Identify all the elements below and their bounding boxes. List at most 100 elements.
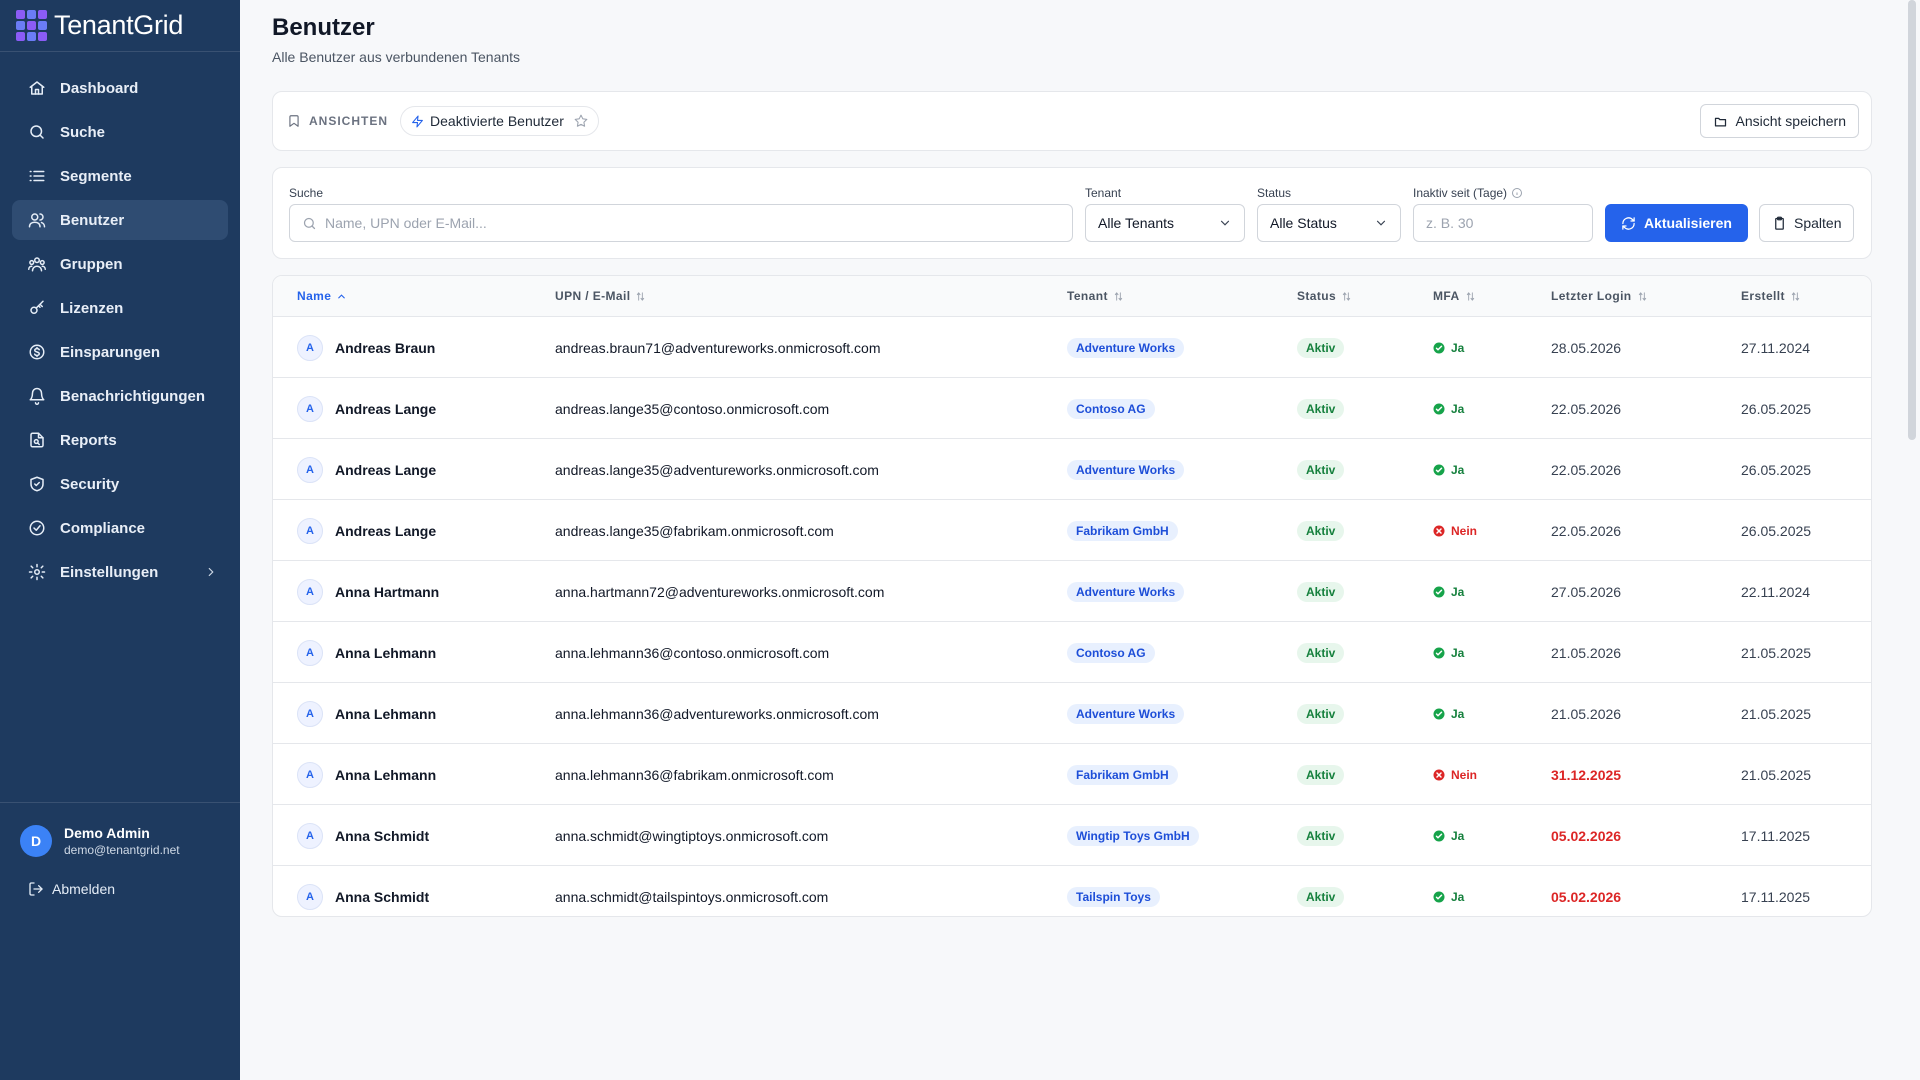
mfa-label: Ja (1451, 340, 1465, 355)
sidebar-item-einstellungen[interactable]: Einstellungen (12, 552, 228, 592)
x-circle-icon (1433, 769, 1445, 780)
sidebar-item-security[interactable]: Security (12, 464, 228, 504)
status-select[interactable]: Alle Status (1257, 204, 1401, 242)
column-header-name[interactable]: Name (297, 289, 347, 303)
sidebar-item-label: Benachrichtigungen (60, 387, 206, 405)
table-row[interactable]: A Andreas Lange andreas.lange35@adventurew… (273, 439, 1871, 500)
column-header-status[interactable]: Status (1297, 289, 1352, 303)
tenant-cell: Adventure Works (1067, 561, 1185, 622)
name-cell: A Andreas Braun (297, 317, 435, 378)
save-view-label: Ansicht speichern (1735, 113, 1846, 129)
bolt-icon (412, 115, 423, 127)
sidebar-item-gruppen[interactable]: Gruppen (12, 244, 228, 284)
brand[interactable]: TenantGrid (0, 0, 240, 52)
status-select-value: Alle Status (1270, 215, 1337, 231)
column-header-upn-label: UPN / E-Mail (555, 289, 631, 303)
view-chip-deactivated[interactable]: Deaktivierte Benutzer (400, 106, 599, 136)
user-name[interactable]: Andreas Lange (335, 461, 437, 478)
sidebar-item-label: Einsparungen (60, 343, 161, 361)
sidebar-item-segmente[interactable]: Segmente (12, 156, 228, 196)
sidebar-item-benachrichtigungen[interactable]: Benachrichtigungen (12, 376, 228, 416)
sidebar-item-label: Gruppen (60, 255, 123, 273)
user-name[interactable]: Anna Lehmann (335, 766, 437, 783)
refresh-button[interactable]: Aktualisieren (1605, 204, 1748, 242)
user-name[interactable]: Andreas Braun (335, 339, 436, 356)
column-header-last-login-label: Letzter Login (1551, 289, 1632, 303)
column-header-last-login[interactable]: Letzter Login (1551, 289, 1648, 303)
dollar-icon (29, 344, 45, 360)
sidebar-item-benutzer[interactable]: Benutzer (12, 200, 228, 240)
name-cell: A Andreas Lange (297, 500, 436, 561)
shield-icon (30, 476, 44, 492)
status-cell: Aktiv (1297, 378, 1345, 439)
tenant-select[interactable]: Alle Tenants (1085, 204, 1245, 242)
column-header-created[interactable]: Erstellt (1741, 289, 1801, 303)
sidebar-item-dashboard[interactable]: Dashboard (12, 68, 228, 108)
sidebar-item-compliance[interactable]: Compliance (12, 508, 228, 548)
table-row[interactable]: A Andreas Lange andreas.lange35@contoso.on… (273, 378, 1871, 439)
star-icon[interactable] (574, 114, 588, 128)
table-row[interactable]: A Anna Schmidt anna.schmidt@tailspintoys.o… (273, 866, 1871, 916)
user-name[interactable]: Anna Hartmann (335, 583, 440, 600)
user-name[interactable]: Andreas Lange (335, 522, 437, 539)
check-circle-icon (1433, 891, 1445, 902)
name-cell: A Anna Lehmann (297, 683, 436, 744)
user-name[interactable]: Anna Schmidt (335, 827, 430, 844)
column-header-upn[interactable]: UPN / E-Mail (555, 289, 646, 303)
bookmark-icon (289, 115, 299, 127)
search-placeholder: Name, UPN oder E-Mail... (325, 215, 487, 231)
table-row[interactable]: A Anna Lehmann anna.lehmann36@fabrikam.onm… (273, 744, 1871, 805)
info-icon[interactable] (1511, 187, 1523, 199)
user-name[interactable]: Anna Lehmann (335, 644, 437, 661)
mfa-indicator: Ja (1433, 707, 1464, 721)
refresh-icon (1622, 216, 1635, 230)
chevron-down-icon (1376, 220, 1386, 226)
mfa-cell: Ja (1433, 561, 1464, 622)
main-content: Benutzer Alle Benutzer aus verbundenen T… (240, 0, 1904, 1080)
table-row[interactable]: A Andreas Lange andreas.lange35@fabrikam.o… (273, 500, 1871, 561)
sidebar-item-label: Segmente (60, 167, 132, 185)
columns-button[interactable]: Spalten (1759, 204, 1855, 242)
table-row[interactable]: A Anna Schmidt anna.schmidt@wingtiptoys.on… (273, 805, 1871, 866)
sidebar-item-suche[interactable]: Suche (12, 112, 228, 152)
table-row[interactable]: A Andreas Braun andreas.braun71@adventurew… (273, 317, 1871, 378)
table-row[interactable]: A Anna Lehmann anna.lehmann36@contoso.onmi… (273, 622, 1871, 683)
user-name[interactable]: Anna Schmidt (335, 888, 430, 905)
last-login-cell: 21.05.2026 (1551, 644, 1622, 661)
mfa-indicator: Ja (1433, 829, 1464, 843)
sidebar-item-einsparungen[interactable]: Einsparungen (12, 332, 228, 372)
save-view-button[interactable]: Ansicht speichern (1700, 104, 1859, 138)
grid-logo-icon (16, 10, 47, 41)
inactive-days-input[interactable]: z. B. 30 (1413, 204, 1593, 242)
mfa-indicator: Nein (1433, 768, 1477, 782)
user-name[interactable]: Andreas Lange (335, 400, 437, 417)
tenant-select-value: Alle Tenants (1098, 215, 1175, 231)
table-row[interactable]: A Anna Hartmann anna.hartmann72@adventurew… (273, 561, 1871, 622)
tenant-cell: Fabrikam GmbH (1067, 500, 1178, 561)
search-input[interactable]: Name, UPN oder E-Mail... (289, 204, 1073, 242)
user-name[interactable]: Anna Lehmann (335, 705, 437, 722)
scrollbar-thumb[interactable] (1908, 0, 1916, 440)
status-cell: Aktiv (1297, 500, 1345, 561)
mfa-indicator: Nein (1433, 524, 1477, 538)
mfa-cell: Ja (1433, 439, 1464, 500)
page-scrollbar[interactable] (1908, 0, 1916, 1080)
clipboard-icon (1775, 216, 1784, 230)
user-box[interactable]: D Demo Admin demo@tenantgrid.net (0, 825, 240, 857)
column-header-tenant[interactable]: Tenant (1067, 289, 1124, 303)
table-row[interactable]: A Anna Lehmann anna.lehmann36@adventurewor… (273, 683, 1871, 744)
logout-button[interactable]: Abmelden (0, 881, 240, 897)
tenant-cell: Contoso AG (1067, 378, 1155, 439)
key-icon (30, 300, 44, 314)
last-login-cell: 22.05.2026 (1551, 461, 1622, 478)
last-login-cell: 27.05.2026 (1551, 583, 1622, 600)
views-label: ANSICHTEN (287, 114, 388, 128)
row-avatar: A (297, 639, 323, 666)
column-header-mfa[interactable]: MFA (1433, 289, 1476, 303)
mfa-indicator: Ja (1433, 890, 1464, 904)
user-name: Demo Admin (64, 825, 150, 841)
sidebar-item-label: Dashboard (60, 79, 139, 97)
status-badge: Aktiv (1297, 337, 1345, 358)
sidebar-item-lizenzen[interactable]: Lizenzen (12, 288, 228, 328)
sidebar-item-reports[interactable]: Reports (12, 420, 228, 460)
